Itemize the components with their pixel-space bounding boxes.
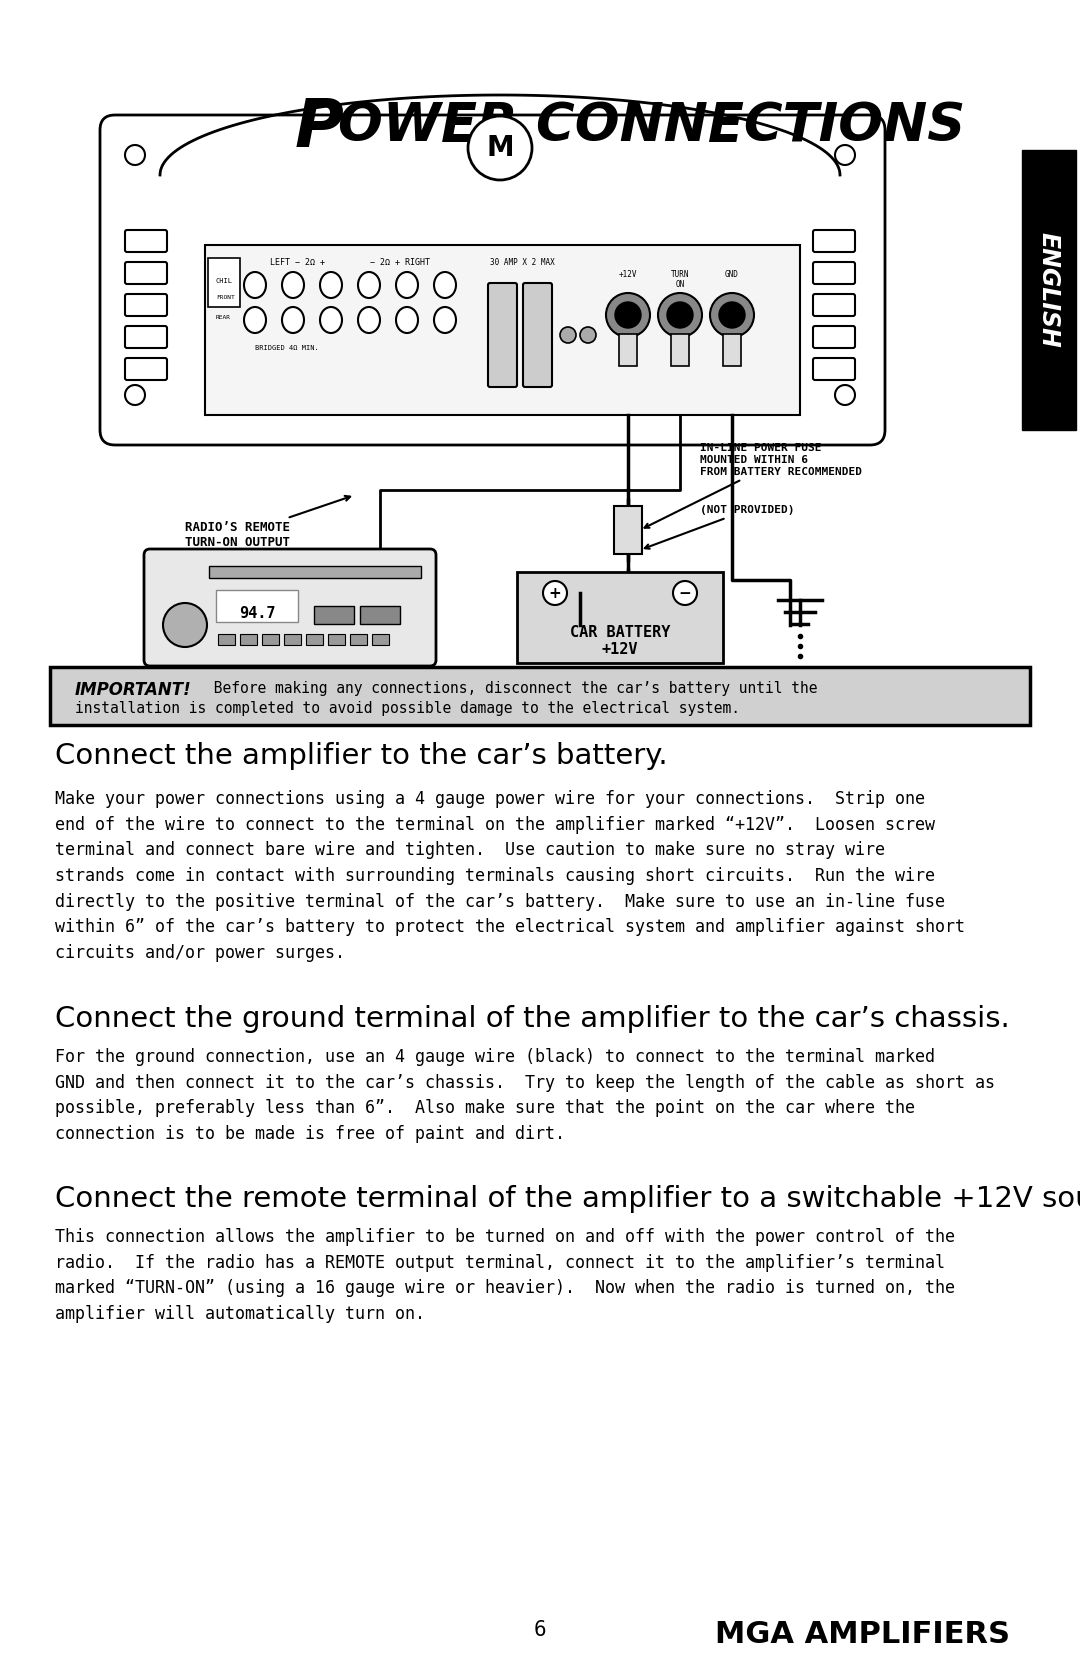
Circle shape: [125, 386, 145, 406]
FancyBboxPatch shape: [619, 334, 637, 366]
FancyBboxPatch shape: [125, 230, 167, 252]
Circle shape: [835, 386, 855, 406]
Text: REAR: REAR: [216, 315, 231, 320]
FancyBboxPatch shape: [210, 566, 421, 577]
FancyBboxPatch shape: [517, 572, 723, 663]
FancyBboxPatch shape: [813, 262, 855, 284]
Ellipse shape: [396, 307, 418, 334]
FancyBboxPatch shape: [360, 606, 400, 624]
Text: +: +: [549, 586, 562, 601]
Ellipse shape: [396, 272, 418, 299]
FancyBboxPatch shape: [327, 634, 345, 646]
FancyBboxPatch shape: [283, 634, 300, 646]
FancyBboxPatch shape: [100, 115, 885, 446]
Ellipse shape: [434, 307, 456, 334]
Text: GND: GND: [725, 270, 739, 279]
Circle shape: [606, 294, 650, 337]
Text: CHIL: CHIL: [216, 279, 232, 284]
FancyBboxPatch shape: [50, 668, 1030, 724]
Text: CAR BATTERY
+12V: CAR BATTERY +12V: [570, 624, 671, 658]
Circle shape: [163, 603, 207, 648]
Text: 6: 6: [534, 1621, 546, 1641]
Text: 30 AMP X 2 MAX: 30 AMP X 2 MAX: [490, 259, 555, 267]
Ellipse shape: [434, 272, 456, 299]
FancyBboxPatch shape: [125, 357, 167, 381]
Text: Connect the amplifier to the car’s battery.: Connect the amplifier to the car’s batte…: [55, 743, 667, 769]
FancyBboxPatch shape: [813, 357, 855, 381]
Text: Make your power connections using a 4 gauge power wire for your connections.  St: Make your power connections using a 4 ga…: [55, 789, 966, 963]
FancyBboxPatch shape: [125, 294, 167, 315]
FancyBboxPatch shape: [306, 634, 323, 646]
Text: ENGLISH: ENGLISH: [1037, 232, 1061, 347]
Ellipse shape: [320, 307, 342, 334]
FancyBboxPatch shape: [1022, 150, 1076, 431]
FancyBboxPatch shape: [488, 284, 517, 387]
Text: −: −: [678, 586, 691, 601]
Text: BRIDGED 4Ω MIN.: BRIDGED 4Ω MIN.: [255, 345, 319, 350]
Text: Connect the ground terminal of the amplifier to the car’s chassis.: Connect the ground terminal of the ampli…: [55, 1005, 1010, 1033]
FancyBboxPatch shape: [523, 284, 552, 387]
FancyBboxPatch shape: [314, 606, 354, 624]
Text: RADIO’S REMOTE
TURN-ON OUTPUT: RADIO’S REMOTE TURN-ON OUTPUT: [185, 496, 350, 549]
Text: OWER CONNECTIONS: OWER CONNECTIONS: [338, 100, 966, 152]
Text: − 2Ω + RIGHT: − 2Ω + RIGHT: [370, 259, 430, 267]
Text: LEFT − 2Ω +: LEFT − 2Ω +: [270, 259, 325, 267]
Circle shape: [835, 145, 855, 165]
Text: installation is completed to avoid possible damage to the electrical system.: installation is completed to avoid possi…: [75, 701, 740, 716]
Ellipse shape: [357, 272, 380, 299]
Text: This connection allows the amplifier to be turned on and off with the power cont: This connection allows the amplifier to …: [55, 1228, 955, 1324]
FancyBboxPatch shape: [671, 334, 689, 366]
Text: M: M: [486, 134, 514, 162]
Text: IN-LINE POWER FUSE
MOUNTED WITHIN 6
FROM BATTERY RECOMMENDED: IN-LINE POWER FUSE MOUNTED WITHIN 6 FROM…: [645, 444, 862, 527]
Ellipse shape: [244, 272, 266, 299]
Ellipse shape: [282, 307, 303, 334]
FancyBboxPatch shape: [350, 634, 366, 646]
Circle shape: [125, 145, 145, 165]
FancyBboxPatch shape: [813, 325, 855, 349]
Circle shape: [561, 327, 576, 344]
FancyBboxPatch shape: [372, 634, 389, 646]
Text: FRONT: FRONT: [216, 295, 234, 300]
FancyBboxPatch shape: [261, 634, 279, 646]
Circle shape: [667, 302, 693, 329]
FancyBboxPatch shape: [813, 294, 855, 315]
FancyBboxPatch shape: [208, 259, 240, 307]
Text: P: P: [295, 95, 343, 160]
FancyBboxPatch shape: [216, 591, 298, 623]
FancyBboxPatch shape: [813, 230, 855, 252]
Circle shape: [543, 581, 567, 604]
FancyBboxPatch shape: [205, 245, 800, 416]
Circle shape: [580, 327, 596, 344]
Ellipse shape: [244, 307, 266, 334]
FancyBboxPatch shape: [240, 634, 257, 646]
Text: For the ground connection, use an 4 gauge wire (black) to connect to the termina: For the ground connection, use an 4 gaug…: [55, 1048, 995, 1143]
FancyBboxPatch shape: [125, 325, 167, 349]
FancyBboxPatch shape: [125, 262, 167, 284]
FancyBboxPatch shape: [723, 334, 741, 366]
Text: +12V: +12V: [619, 270, 637, 279]
Text: TURN
ON: TURN ON: [671, 270, 689, 289]
Circle shape: [673, 581, 697, 604]
Text: 94.7: 94.7: [239, 606, 275, 621]
Text: IMPORTANT!: IMPORTANT!: [75, 681, 192, 699]
Circle shape: [710, 294, 754, 337]
FancyBboxPatch shape: [615, 506, 642, 554]
Ellipse shape: [282, 272, 303, 299]
Text: Before making any connections, disconnect the car’s battery until the: Before making any connections, disconnec…: [205, 681, 818, 696]
Circle shape: [719, 302, 745, 329]
Circle shape: [615, 302, 642, 329]
Ellipse shape: [357, 307, 380, 334]
Text: MGA AMPLIFIERS: MGA AMPLIFIERS: [715, 1621, 1010, 1649]
Ellipse shape: [320, 272, 342, 299]
Circle shape: [468, 117, 532, 180]
Text: Connect the remote terminal of the amplifier to a switchable +12V source   .: Connect the remote terminal of the ampli…: [55, 1185, 1080, 1213]
Circle shape: [658, 294, 702, 337]
Text: (NOT PROVIDED): (NOT PROVIDED): [645, 506, 795, 549]
FancyBboxPatch shape: [144, 549, 436, 666]
FancyBboxPatch shape: [217, 634, 234, 646]
